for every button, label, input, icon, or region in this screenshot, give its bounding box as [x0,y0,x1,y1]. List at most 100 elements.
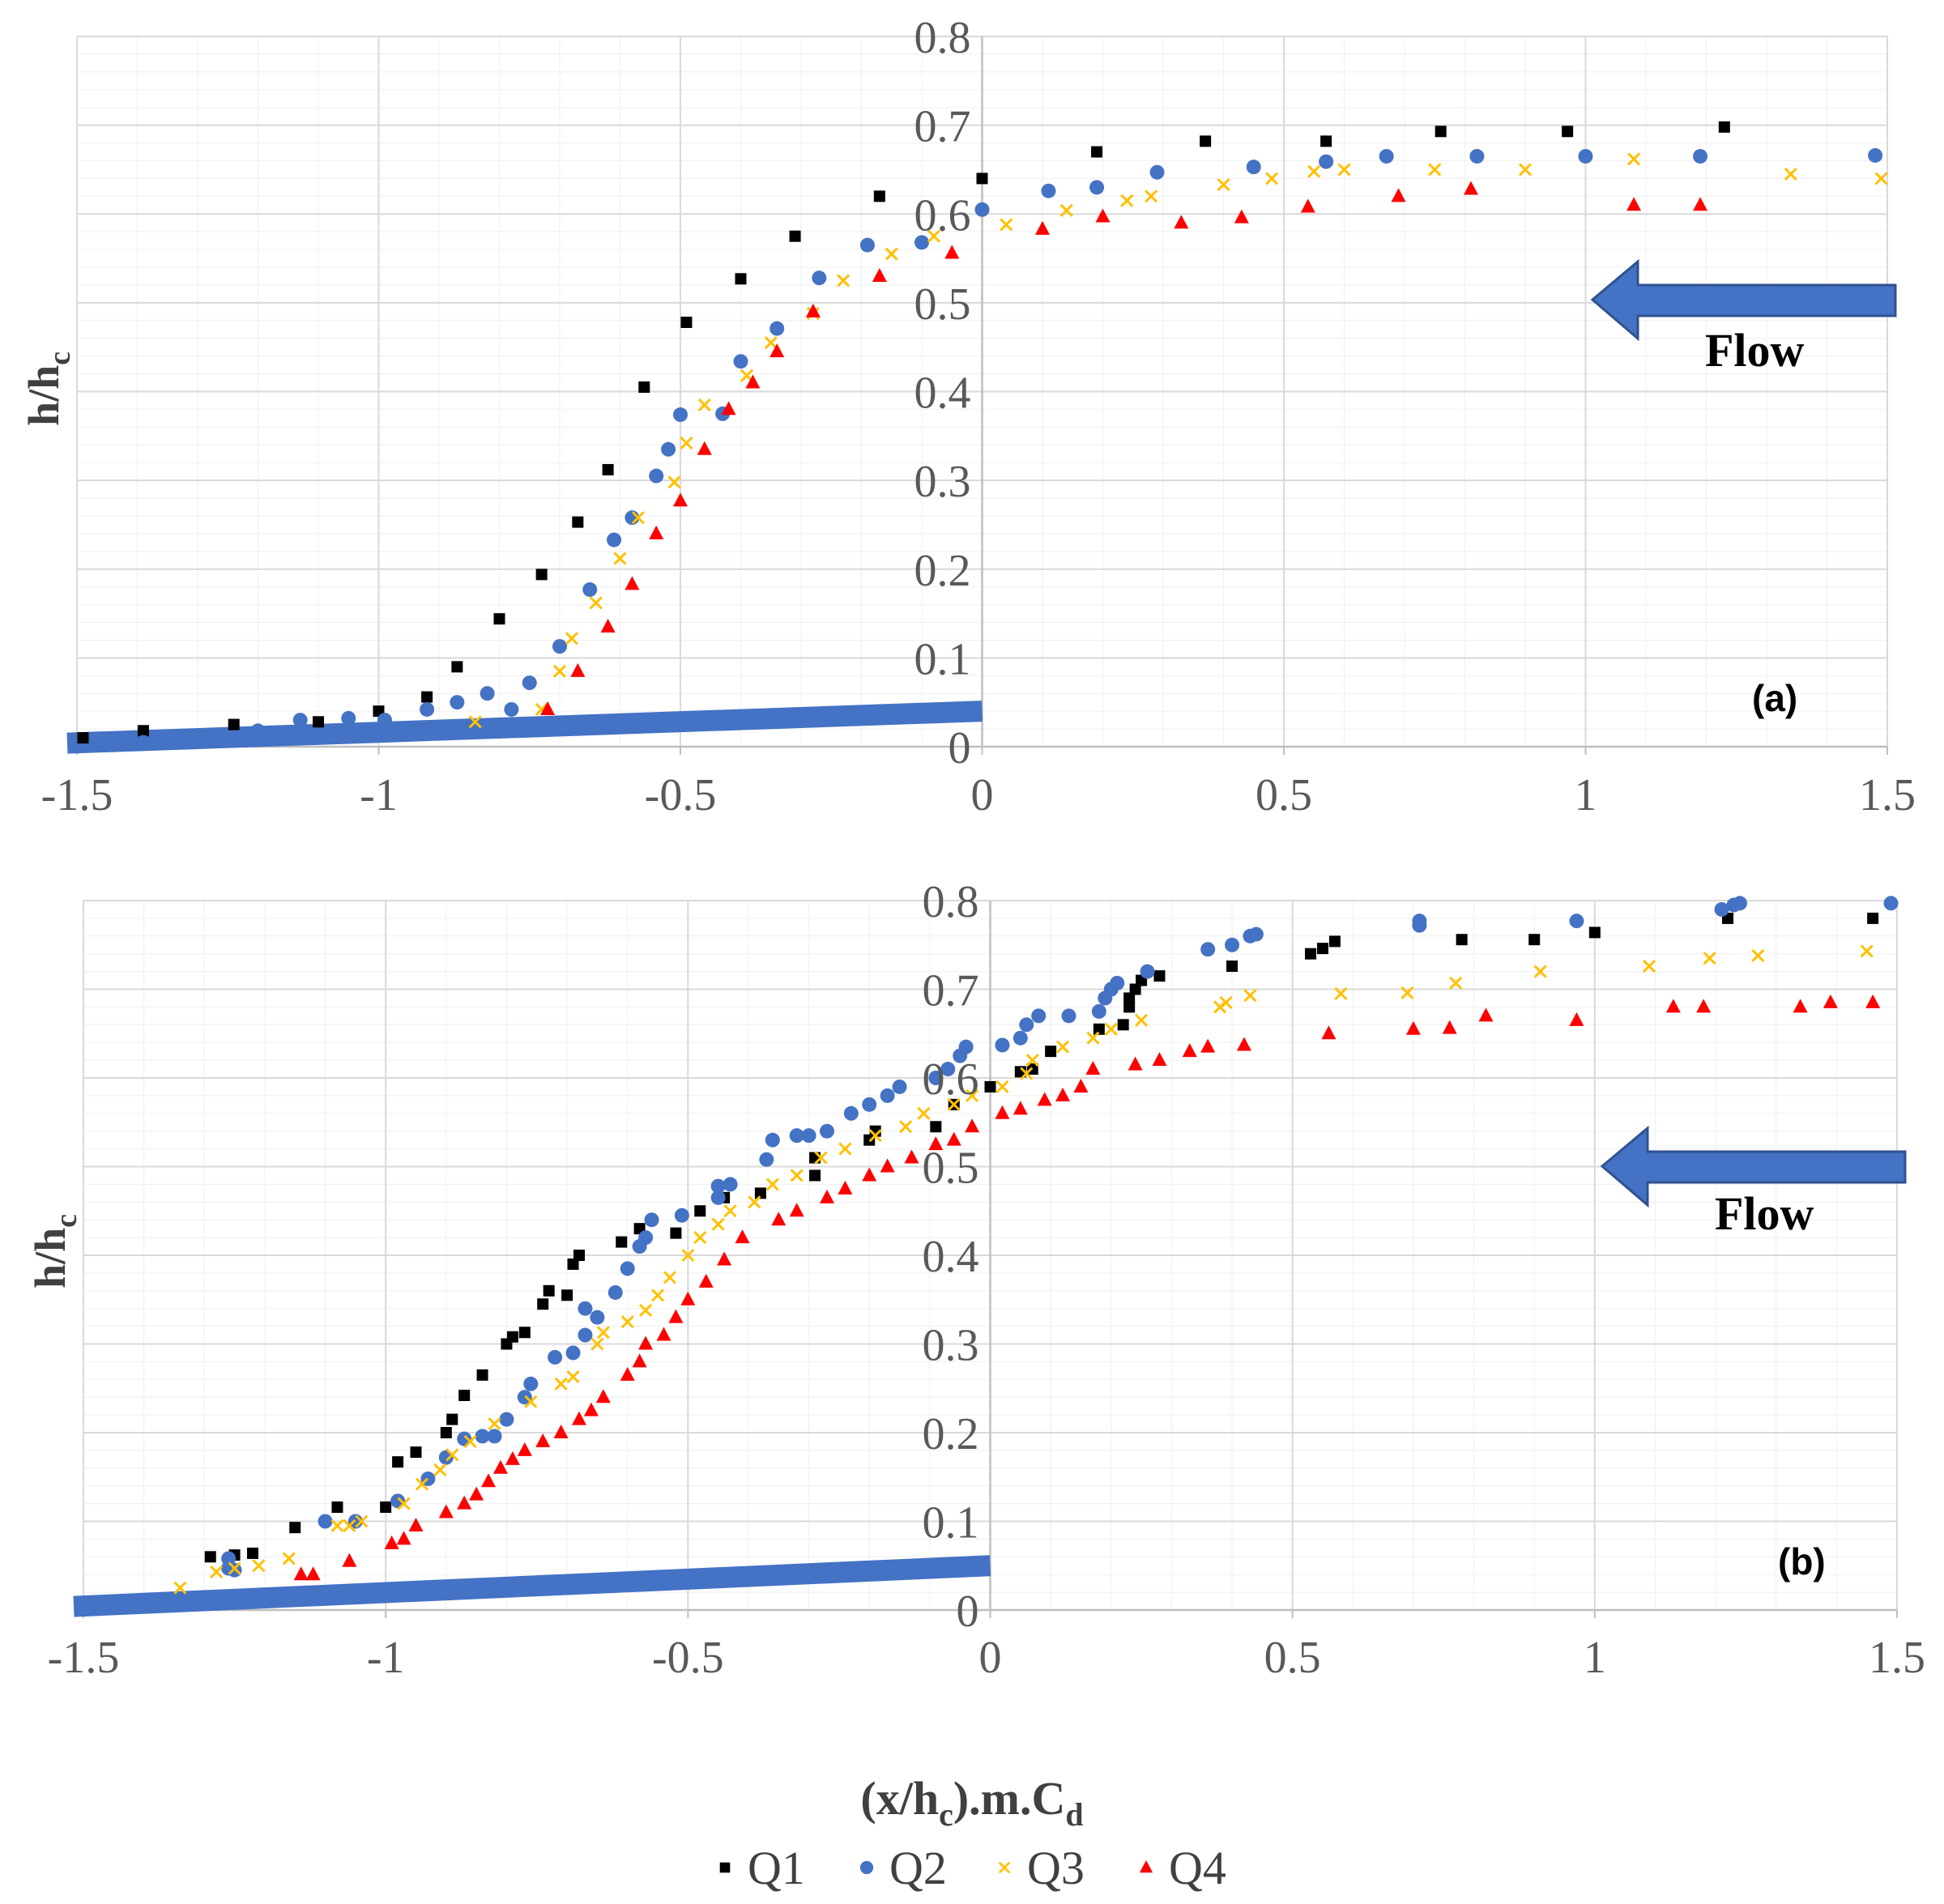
data-point-q3 [1219,995,1233,1009]
data-point-q3 [838,1142,852,1156]
data-point-q3 [966,1088,979,1102]
data-point-q4 [384,1535,399,1549]
legend-label-q1: Q1 [748,1842,805,1894]
data-point-q3 [1059,203,1073,217]
data-point-q2 [377,713,392,728]
data-point-q3 [650,1289,665,1302]
data-point-q4 [880,1158,895,1173]
data-point-q3 [252,1559,266,1573]
data-point-q3 [1751,948,1765,962]
data-point-q1 [984,1080,996,1093]
chart-panel-a: 0 0.1 0.2 0.3 0.4 0.5 0.6 0.7 0.8 -1.5 -1 -0.5 0 0.5 1… [19,13,1916,820]
data-point-q2 [341,710,356,726]
legend-label-q3: Q3 [1027,1842,1085,1894]
data-point-q2 [1140,964,1155,979]
data-point-q2 [940,1062,956,1077]
data-point-q3 [837,274,850,288]
data-point-q1 [1123,992,1136,1004]
data-point-q2 [1248,926,1264,942]
data-point-q3 [330,1519,344,1533]
data-point-q4 [649,525,664,539]
data-point-q3 [589,596,603,610]
data-point-q2 [1013,1030,1028,1046]
data-point-q3 [228,1561,241,1575]
data-point-q1 [1316,943,1328,955]
data-point-q3 [917,1106,931,1120]
data-point-q2 [1578,148,1593,164]
data-point-q2 [661,441,676,457]
data-point-q4 [1665,999,1681,1013]
y-tick-label: 0.3 [914,457,971,507]
data-point-q2 [607,532,622,547]
data-point-q3 [1703,952,1716,965]
legend-label-q2: Q2 [889,1842,947,1894]
x-tick-label: 0.5 [1264,1633,1321,1683]
data-point-q3 [723,1204,737,1218]
data-point-q4 [571,1411,586,1425]
data-point-q1 [1123,1001,1136,1013]
data-point-q1 [573,1250,585,1261]
data-point-q1 [680,316,693,328]
data-point-q2 [710,1178,726,1194]
data-point-q4 [717,1251,732,1266]
data-point-q2 [801,1128,816,1144]
data-point-q2 [250,723,266,739]
data-point-q1 [930,1121,942,1133]
data-point-q4 [469,1486,484,1501]
y-axis-label-a: h/hc [19,351,77,426]
data-point-q3 [468,715,482,729]
data-point-q2 [548,1349,563,1365]
data-point-q4 [1300,198,1315,213]
data-point-q4 [698,1273,714,1288]
data-point-q2 [638,1230,654,1246]
y-tick-label: 0.4 [923,1232,979,1282]
data-point-q2 [1019,1017,1034,1033]
data-point-q3 [1307,164,1321,178]
data-point-q1 [1718,121,1730,133]
data-point-q1 [1305,948,1317,960]
data-point-q2 [608,1284,623,1300]
data-point-q1 [694,1205,706,1217]
y-tick-label: 0 [957,1587,979,1637]
data-point-q3 [1086,1031,1100,1045]
data-point-q4 [1234,209,1249,224]
grid-a [76,36,1888,755]
data-point-q2 [974,202,990,217]
y-tick-label: 0.6 [923,1054,979,1105]
data-point-q4 [438,1504,454,1519]
data-point-q1 [1435,126,1447,138]
flow-arrow-a [1590,258,1897,342]
data-point-q1 [616,1236,628,1248]
data-point-q4 [789,1203,804,1217]
data-point-q1 [440,1427,452,1438]
data-point-q3 [446,1448,459,1462]
data-point-q2 [1883,896,1899,911]
data-point-q4 [553,1425,569,1438]
data-point-q4 [570,662,586,677]
data-point-q1 [518,1327,531,1339]
y-tick-label: 0 [949,723,971,773]
data-point-q2 [723,1177,738,1192]
y-tick-label: 0.7 [914,102,971,152]
data-point-q2 [166,732,181,748]
data-point-q1 [567,1258,579,1270]
data-point-q3 [765,1178,779,1191]
data-point-q4 [1823,994,1838,1008]
data-point-q1 [1117,1019,1129,1031]
data-point-q1 [1528,934,1541,946]
x-axis-label: (x/hc).m.Cd [860,1772,1083,1833]
data-point-q3 [1020,1067,1034,1080]
data-point-q3 [1784,167,1797,181]
data-point-q2 [733,354,748,369]
data-point-q3 [620,1315,634,1329]
y-axis-label-main: h/h [26,1228,75,1289]
data-point-q4 [872,267,887,282]
data-point-q2 [450,695,465,710]
data-point-q2 [812,270,827,286]
data-point-q4 [1182,1043,1197,1058]
y-tick-label: 0.5 [914,279,971,330]
y-tick-label: 0.1 [923,1498,979,1548]
data-point-q4 [805,303,821,317]
x-tick-label: 0.5 [1256,770,1312,820]
data-point-q4 [1035,220,1050,235]
